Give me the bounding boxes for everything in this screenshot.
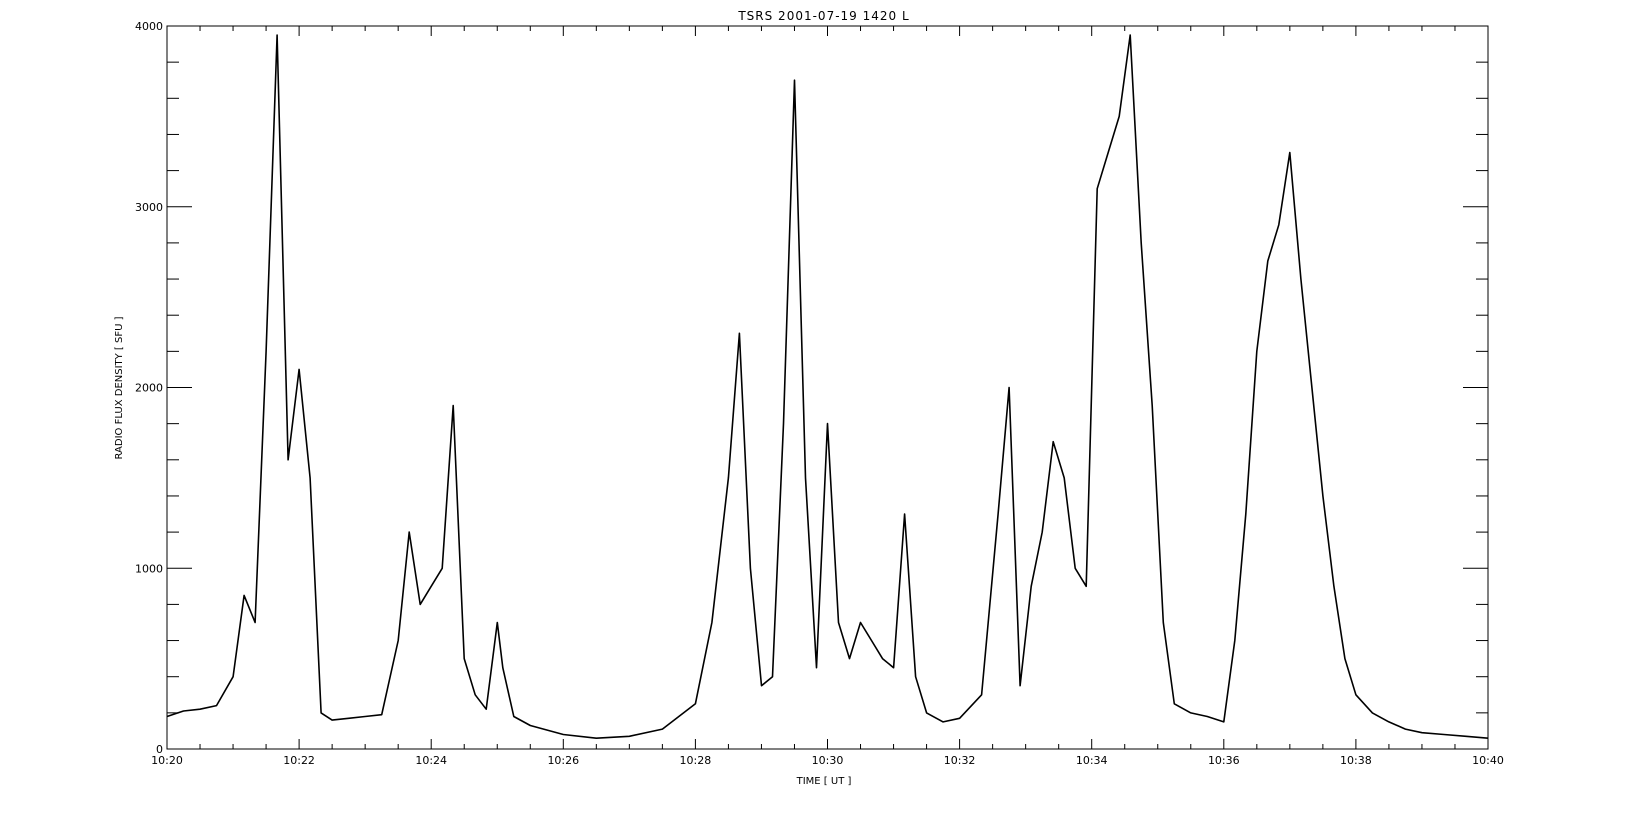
x-tick-label: 10:30 [812,754,844,767]
y-axis-label: RADIO FLUX DENSITY [ SFU ] [114,316,125,459]
x-tick-labels: 10:20 10:22 10:24 10:26 10:28 10:30 10:32 10:34… [151,754,1504,767]
x-tick-label: 10:20 [151,754,183,767]
y-tick-label: 3000 [135,201,163,214]
x-tick-label: 10:36 [1208,754,1240,767]
chart-title: TSRS 2001-07-19 1420 L [737,9,909,23]
x-tick-label: 10:32 [944,754,976,767]
x-tick-label: 10:28 [680,754,712,767]
x-tick-label: 10:24 [415,754,447,767]
x-tick-label: 10:34 [1076,754,1108,767]
x-tick-label: 10:38 [1340,754,1372,767]
y-tick-label: 1000 [135,562,163,575]
x-tick-label: 10:40 [1472,754,1504,767]
x-tick-label: 10:26 [547,754,579,767]
plot-frame [166,25,1489,750]
y-tick-label: 4000 [135,20,163,33]
y-tick-labels: 0 1000 2000 3000 4000 [135,20,163,756]
x-tick-label: 10:22 [283,754,315,767]
y-tick-label: 0 [156,743,163,756]
y-tick-label: 2000 [135,382,163,395]
axis-ticks [166,25,1489,750]
series-line [166,34,1489,739]
x-axis-label: TIME [ UT ] [796,776,852,787]
